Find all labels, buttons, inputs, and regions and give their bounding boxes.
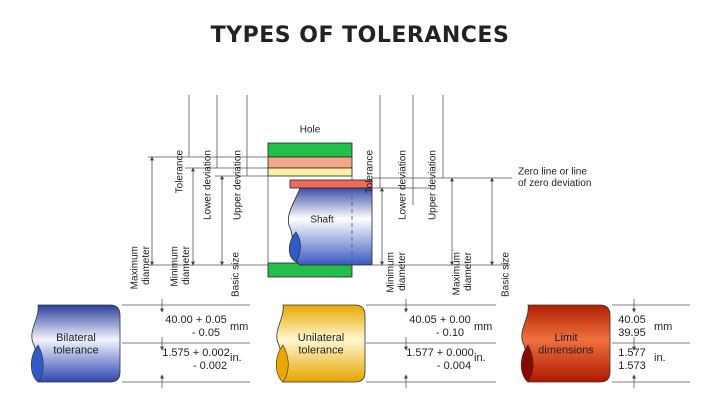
dimension-label: Basic size	[231, 252, 242, 297]
tolerance-label: Tolerance	[365, 150, 376, 194]
imperial-value: 1.577	[618, 347, 646, 359]
unit: mm	[230, 321, 248, 333]
unit: mm	[474, 321, 492, 333]
metric-value: 40.00 + 0.05	[165, 314, 226, 326]
tolerance-label: Lower deviation	[203, 150, 214, 220]
unit: in.	[230, 352, 242, 364]
metric-value: 40.05	[618, 314, 646, 326]
imperial-value: 1.573	[618, 360, 646, 372]
tolerance-type: Unilateral tolerance	[298, 332, 344, 357]
imperial-value: - 0.002	[193, 360, 227, 372]
hole-wall	[267, 142, 353, 158]
imperial-value: 1.575 + 0.002	[162, 347, 230, 359]
tolerance-type: Limit dimensions	[538, 332, 594, 357]
cylinder-break	[30, 344, 44, 383]
unit: mm	[654, 321, 672, 333]
tolerance-label: Tolerance	[175, 150, 186, 194]
deviation-zone	[267, 167, 353, 177]
shaft-tolerance	[289, 179, 373, 189]
metric-value: 40.05 + 0.00	[409, 314, 470, 326]
metric-value: - 0.05	[192, 327, 220, 339]
tolerance-label: Lower deviation	[398, 150, 409, 220]
dimension-label: Maximumdiameter	[129, 245, 152, 289]
shaft-label: Shaft	[310, 215, 334, 226]
tolerance-zone	[267, 156, 353, 169]
metric-value: - 0.10	[436, 327, 464, 339]
hole-label: Hole	[300, 125, 321, 136]
dimension-label: Basic size	[501, 252, 512, 297]
unit: in.	[654, 352, 666, 364]
shaft	[288, 187, 373, 266]
imperial-value: 1.577 + 0.000	[406, 347, 474, 359]
imperial-value: - 0.004	[437, 360, 471, 372]
cylinder	[276, 304, 366, 383]
cylinder-break	[520, 344, 534, 383]
unit: in.	[474, 352, 486, 364]
tolerance-label: Upper deviation	[428, 150, 439, 220]
cylinder-break	[275, 344, 289, 383]
dimension-label: Maximumdiameter	[451, 251, 474, 295]
metric-value: 39.95	[618, 327, 646, 339]
zero-line-label: Zero line or line of zero deviation	[518, 166, 591, 189]
dimension-label: Minimumdiameter	[385, 251, 408, 292]
tolerance-label: Upper deviation	[233, 150, 244, 220]
cylinder	[521, 304, 611, 383]
dimension-label: Minimumdiameter	[169, 245, 192, 286]
title: TYPES OF TOLERANCES	[211, 23, 510, 48]
shaft-break	[288, 231, 301, 263]
tolerance-type: Bilateral tolerance	[53, 332, 98, 357]
cylinder	[31, 304, 121, 383]
